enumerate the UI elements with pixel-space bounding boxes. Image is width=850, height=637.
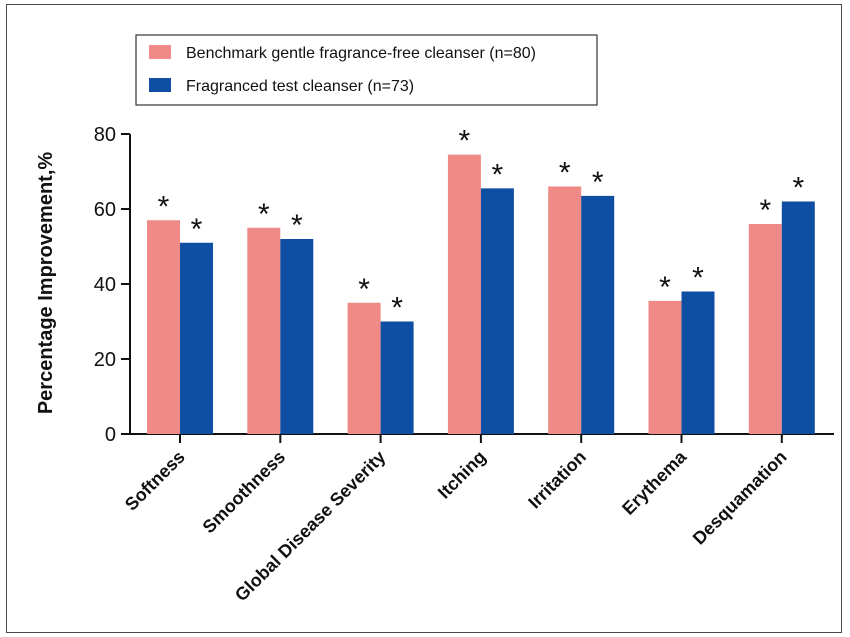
bar-benchmark bbox=[447, 154, 481, 434]
bar-benchmark bbox=[347, 302, 381, 434]
bar-benchmark bbox=[648, 300, 682, 434]
legend-box bbox=[135, 34, 598, 106]
legend-swatch-fragranced bbox=[149, 78, 171, 92]
bar-benchmark bbox=[548, 186, 582, 434]
significance-star: * bbox=[759, 194, 771, 227]
bar-fragranced bbox=[180, 242, 213, 434]
significance-star: * bbox=[559, 157, 571, 190]
bars bbox=[147, 154, 815, 434]
y-ticks: 0 20 40 60 80 bbox=[94, 124, 130, 446]
y-tick-label: 60 bbox=[94, 199, 116, 221]
y-axis-label: Percentage Improvement,% bbox=[35, 152, 57, 415]
legend: Benchmark gentle fragrance-free cleanser… bbox=[135, 34, 598, 106]
y-tick-label: 0 bbox=[105, 424, 116, 446]
bar-fragranced bbox=[581, 195, 615, 434]
significance-star: * bbox=[659, 271, 671, 304]
significance-star: * bbox=[258, 198, 270, 231]
y-tick-label: 20 bbox=[94, 349, 116, 371]
bar-fragranced bbox=[480, 188, 514, 434]
significance-star: * bbox=[459, 125, 471, 158]
category-label: Itching bbox=[434, 447, 490, 503]
x-ticks bbox=[179, 434, 783, 443]
significance-star: * bbox=[358, 273, 370, 306]
significance-star: * bbox=[291, 209, 303, 242]
bar-benchmark bbox=[748, 224, 782, 434]
bar-fragranced bbox=[380, 321, 414, 434]
category-label: Smoothness bbox=[199, 447, 290, 538]
legend-swatch-benchmark bbox=[149, 45, 171, 59]
bar-fragranced bbox=[781, 201, 815, 434]
y-tick-label: 40 bbox=[94, 274, 116, 296]
significance-star: * bbox=[492, 158, 504, 191]
category-label: Irritation bbox=[524, 447, 590, 513]
y-tick-label: 80 bbox=[94, 124, 116, 146]
significance-star: * bbox=[191, 213, 203, 246]
bar-fragranced bbox=[280, 239, 314, 434]
significance-star: * bbox=[692, 262, 704, 295]
legend-label-fragranced: Fragranced test cleanser (n=73) bbox=[186, 78, 414, 95]
legend-label-benchmark: Benchmark gentle fragrance-free cleanser… bbox=[186, 45, 536, 62]
significance-markers: * * * * * * * * * * * * * * bbox=[158, 125, 805, 325]
significance-star: * bbox=[592, 166, 604, 199]
significance-star: * bbox=[391, 292, 403, 325]
category-label: Desquamation bbox=[689, 447, 791, 549]
category-label: Erythema bbox=[618, 446, 691, 519]
category-label: Softness bbox=[121, 447, 189, 515]
bar-benchmark bbox=[147, 220, 180, 434]
bar-fragranced bbox=[681, 291, 715, 434]
bar-benchmark bbox=[247, 227, 281, 434]
significance-star: * bbox=[792, 172, 804, 205]
significance-star: * bbox=[158, 190, 170, 223]
